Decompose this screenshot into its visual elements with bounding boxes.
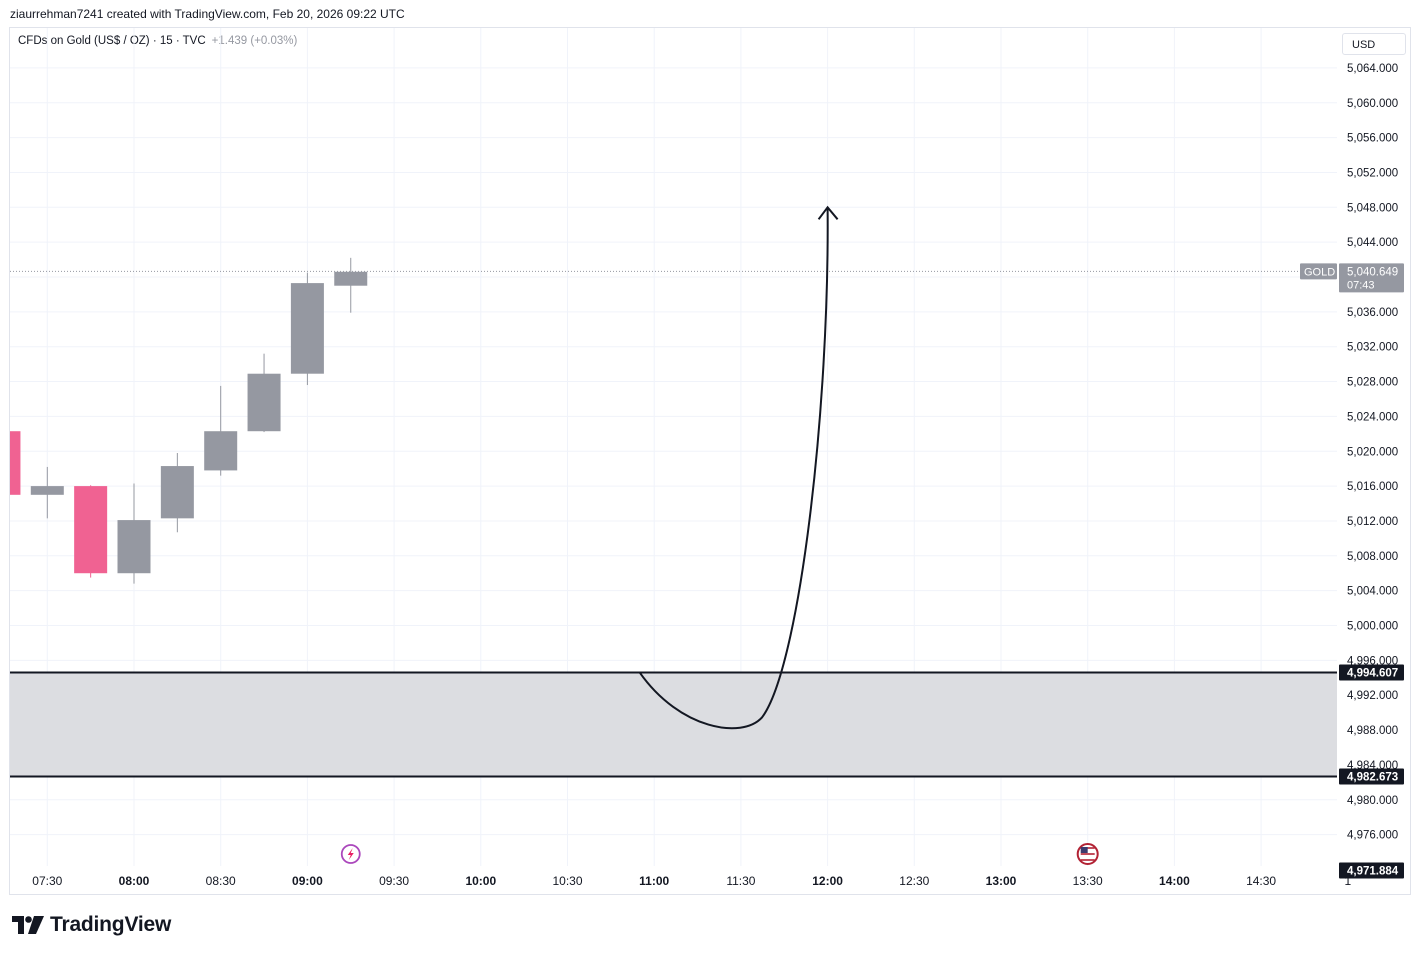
x-tick-label: 09:00 bbox=[292, 874, 323, 888]
demand-zone bbox=[10, 672, 1337, 777]
y-tick-label: 4,980.000 bbox=[1347, 795, 1398, 807]
y-tick-label: 4,996.000 bbox=[1347, 655, 1398, 667]
symbol-title: CFDs on Gold (US$ / OZ) · 15 · TVC bbox=[18, 35, 206, 47]
y-tick-label: 5,044.000 bbox=[1347, 237, 1398, 249]
us-flag-event-icon bbox=[1076, 843, 1099, 865]
candle-body bbox=[117, 520, 151, 574]
y-tick-label: 5,028.000 bbox=[1347, 377, 1398, 389]
candle-body bbox=[334, 271, 368, 286]
level-price-label-bg bbox=[1339, 862, 1404, 879]
chart-frame bbox=[9, 27, 1411, 895]
lightning-event-icon bbox=[340, 844, 361, 864]
x-tick-label: 12:30 bbox=[899, 874, 929, 888]
zone-top-price-label: 4,994.607 bbox=[1347, 667, 1398, 679]
symbol-tag-bg bbox=[1300, 263, 1337, 280]
candle-body bbox=[74, 486, 108, 574]
countdown-label: 07:43 bbox=[1347, 279, 1375, 291]
x-tick-label: 11:30 bbox=[726, 874, 755, 888]
candle-body bbox=[10, 431, 21, 495]
level-price-label: 4,971.884 bbox=[1347, 865, 1399, 877]
price-change: +1.439 (+0.03%) bbox=[211, 35, 298, 47]
y-tick-label: 4,992.000 bbox=[1347, 690, 1398, 702]
zone-top-price-label-bg bbox=[1339, 664, 1404, 681]
x-tick-label: 09:30 bbox=[379, 874, 409, 888]
current-price-bg bbox=[1339, 263, 1404, 293]
y-tick-label: 5,016.000 bbox=[1347, 481, 1398, 493]
zone-bottom-price-label: 4,982.673 bbox=[1347, 771, 1398, 783]
x-tick-label: 12:00 bbox=[812, 874, 843, 888]
candle-body bbox=[160, 466, 194, 519]
tradingview-mark-icon bbox=[12, 916, 44, 934]
y-tick-label: 5,048.000 bbox=[1347, 202, 1398, 214]
symbol-tag-label: GOLD bbox=[1304, 266, 1335, 278]
y-tick-label: 4,976.000 bbox=[1347, 830, 1398, 842]
projection-arrowhead bbox=[817, 205, 839, 220]
y-tick-label: 5,064.000 bbox=[1347, 63, 1398, 75]
currency-button[interactable]: USD bbox=[1342, 33, 1406, 55]
x-tick-label: 11:00 bbox=[639, 874, 669, 888]
x-tick-label: 1 bbox=[1344, 874, 1351, 888]
y-tick-label: 5,000.000 bbox=[1347, 621, 1398, 633]
tradingview-logo[interactable]: TradingView bbox=[12, 912, 171, 938]
x-tick-label: 13:00 bbox=[986, 874, 1017, 888]
tradingview-wordmark: TradingView bbox=[50, 913, 172, 936]
symbol-legend[interactable]: CFDs on Gold (US$ / OZ) · 15 · TVC +1.439… bbox=[18, 35, 297, 47]
current-price-label: 5,040.649 bbox=[1347, 266, 1398, 278]
x-tick-label: 08:30 bbox=[206, 874, 236, 888]
candles bbox=[10, 257, 368, 584]
x-tick-label: 14:30 bbox=[1246, 874, 1276, 888]
candle-body bbox=[204, 431, 238, 471]
x-tick-label: 08:00 bbox=[119, 874, 150, 888]
candle-body bbox=[30, 486, 64, 495]
x-tick-label: 07:30 bbox=[32, 874, 62, 888]
x-tick-label: 10:30 bbox=[552, 874, 582, 888]
y-tick-label: 5,012.000 bbox=[1347, 516, 1398, 528]
y-tick-label: 5,056.000 bbox=[1347, 133, 1398, 145]
y-tick-label: 5,036.000 bbox=[1347, 307, 1398, 319]
y-tick-label: 5,024.000 bbox=[1347, 411, 1398, 423]
y-tick-label: 5,060.000 bbox=[1347, 98, 1398, 110]
x-tick-label: 14:00 bbox=[1159, 874, 1190, 888]
y-tick-label: 5,004.000 bbox=[1347, 586, 1398, 598]
author-credit: ziaurrehman7241 created with TradingView… bbox=[10, 7, 405, 21]
x-tick-label: 13:30 bbox=[1073, 874, 1103, 888]
y-tick-label: 4,988.000 bbox=[1347, 725, 1398, 737]
y-tick-label: 5,052.000 bbox=[1347, 167, 1398, 179]
projection-arrow bbox=[638, 207, 829, 730]
zone-bottom-price-label-bg bbox=[1339, 768, 1404, 785]
y-tick-label: 5,008.000 bbox=[1347, 551, 1398, 563]
candle-body bbox=[247, 373, 281, 432]
candle-body bbox=[290, 283, 324, 374]
y-tick-label: 5,032.000 bbox=[1347, 342, 1398, 354]
x-tick-label: 10:00 bbox=[465, 874, 496, 888]
y-tick-label: 5,020.000 bbox=[1347, 446, 1398, 458]
